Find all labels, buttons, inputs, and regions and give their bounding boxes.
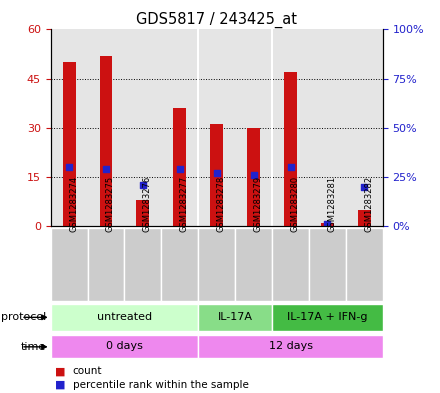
Point — [361, 184, 368, 190]
Point — [103, 166, 110, 172]
Point — [139, 182, 147, 188]
Point — [287, 164, 294, 170]
Text: 12 days: 12 days — [268, 341, 312, 351]
Title: GDS5817 / 243425_at: GDS5817 / 243425_at — [136, 12, 297, 28]
Bar — [62, 62, 76, 226]
Text: time: time — [21, 342, 46, 352]
Text: IL-17A + IFN-g: IL-17A + IFN-g — [287, 312, 368, 322]
Bar — [321, 223, 334, 226]
Text: GSM1283277: GSM1283277 — [180, 175, 189, 231]
Bar — [284, 72, 297, 226]
FancyBboxPatch shape — [51, 335, 198, 358]
FancyBboxPatch shape — [198, 304, 272, 331]
Text: GSM1283278: GSM1283278 — [216, 175, 226, 231]
FancyBboxPatch shape — [198, 335, 383, 358]
Point — [324, 221, 331, 227]
Bar — [51, 29, 88, 226]
Bar — [210, 125, 223, 226]
Bar — [272, 29, 309, 226]
FancyBboxPatch shape — [235, 228, 272, 301]
Bar — [99, 56, 113, 226]
Bar — [247, 128, 260, 226]
Text: GSM1283281: GSM1283281 — [327, 175, 337, 231]
Point — [176, 166, 183, 172]
FancyBboxPatch shape — [309, 228, 346, 301]
FancyBboxPatch shape — [272, 228, 309, 301]
Text: GSM1283274: GSM1283274 — [69, 175, 78, 231]
Text: protocol: protocol — [1, 312, 46, 322]
Bar — [173, 108, 186, 226]
Text: IL-17A: IL-17A — [218, 312, 253, 322]
Text: GSM1283282: GSM1283282 — [364, 175, 374, 231]
Text: count: count — [73, 366, 102, 376]
Bar — [125, 29, 161, 226]
Text: ■: ■ — [55, 380, 66, 390]
Point — [213, 170, 220, 176]
Text: untreated: untreated — [97, 312, 152, 322]
FancyBboxPatch shape — [125, 228, 161, 301]
Bar — [136, 200, 149, 226]
Text: percentile rank within the sample: percentile rank within the sample — [73, 380, 249, 390]
FancyBboxPatch shape — [88, 228, 125, 301]
Text: GSM1283276: GSM1283276 — [143, 175, 152, 231]
Bar — [271, 29, 273, 226]
Text: ■: ■ — [55, 366, 66, 376]
FancyBboxPatch shape — [51, 304, 198, 331]
Bar — [198, 29, 235, 226]
Text: GSM1283280: GSM1283280 — [290, 175, 300, 231]
Text: GSM1283279: GSM1283279 — [253, 175, 263, 231]
Bar — [197, 29, 199, 226]
FancyBboxPatch shape — [161, 228, 198, 301]
FancyBboxPatch shape — [346, 228, 383, 301]
Bar — [346, 29, 383, 226]
Bar — [309, 29, 346, 226]
Text: 0 days: 0 days — [106, 341, 143, 351]
Bar — [358, 209, 371, 226]
FancyBboxPatch shape — [272, 304, 383, 331]
Bar — [161, 29, 198, 226]
FancyBboxPatch shape — [51, 228, 88, 301]
Text: GSM1283275: GSM1283275 — [106, 175, 115, 231]
Bar — [88, 29, 125, 226]
Point — [250, 172, 257, 178]
FancyBboxPatch shape — [198, 228, 235, 301]
Point — [66, 164, 73, 170]
Bar — [235, 29, 272, 226]
